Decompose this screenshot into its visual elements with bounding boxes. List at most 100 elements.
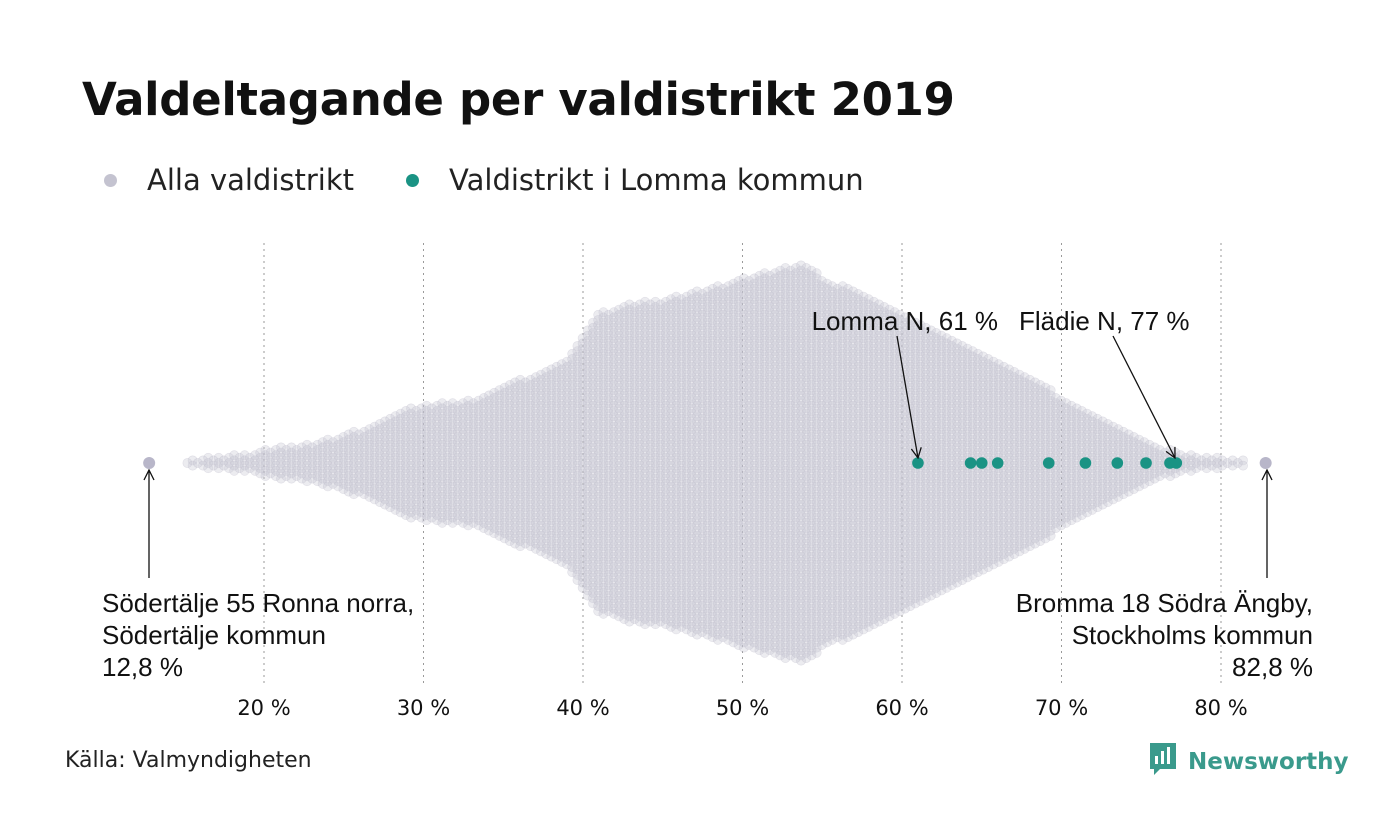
district-point <box>411 484 422 494</box>
district-point <box>385 424 396 435</box>
district-point <box>359 473 370 484</box>
district-point <box>312 460 323 471</box>
district-point <box>203 452 214 463</box>
district-point <box>286 442 297 453</box>
district-point <box>354 455 364 466</box>
district-point <box>343 450 354 461</box>
district-point <box>312 465 323 476</box>
district-point <box>390 421 401 432</box>
district-point <box>364 465 375 476</box>
chart-title: Valdeltagande per valdistrikt 2019 <box>82 73 955 126</box>
district-point <box>400 458 411 468</box>
district-point <box>276 447 286 458</box>
district-point <box>395 434 406 445</box>
district-point <box>322 439 333 450</box>
district-point <box>198 455 208 466</box>
district-point <box>270 460 281 471</box>
district-point <box>359 447 370 458</box>
district-point <box>281 455 292 466</box>
district-point <box>281 445 292 455</box>
district-point <box>390 504 401 515</box>
district-point <box>276 463 286 474</box>
district-point <box>385 445 396 455</box>
district-point <box>229 465 240 476</box>
district-point <box>250 465 260 476</box>
district-point <box>406 471 416 481</box>
district-point <box>380 442 390 453</box>
district-point <box>348 458 359 468</box>
district-point <box>348 473 359 484</box>
district-point <box>400 484 411 494</box>
district-point <box>229 460 240 471</box>
district-point <box>406 502 416 513</box>
district-point <box>380 499 390 510</box>
district-point <box>400 463 411 474</box>
district-point <box>406 445 416 455</box>
district-point <box>333 445 344 455</box>
district-point <box>369 473 380 484</box>
district-point <box>395 455 406 466</box>
district-point <box>198 460 208 471</box>
district-point <box>406 413 416 424</box>
district-point <box>390 484 401 494</box>
district-point <box>333 450 344 461</box>
district-point <box>385 491 396 502</box>
district-point <box>328 452 338 463</box>
district-point <box>348 442 359 453</box>
district-point <box>322 481 333 492</box>
district-point <box>364 486 375 497</box>
district-point <box>322 465 333 476</box>
district-point <box>322 445 333 455</box>
district-point <box>317 468 328 479</box>
district-point <box>364 445 375 455</box>
district-point <box>369 463 380 474</box>
district-point <box>385 419 396 429</box>
district-point <box>400 510 411 520</box>
district-point <box>411 421 422 432</box>
district-point <box>385 502 396 513</box>
district-point <box>343 439 354 450</box>
district-point <box>312 455 323 466</box>
district-point <box>265 468 276 479</box>
district-point <box>270 445 281 455</box>
district-point <box>260 450 271 461</box>
district-point <box>395 491 406 502</box>
district-point <box>265 458 276 468</box>
district-point <box>411 494 422 505</box>
district-point <box>380 426 390 437</box>
district-point <box>302 460 312 471</box>
district-point <box>286 468 297 479</box>
district-point <box>374 476 385 487</box>
district-point <box>291 445 302 455</box>
district-point <box>385 439 396 450</box>
legend-item-lomma-districts: Valdistrikt i Lomma kommun <box>406 163 864 197</box>
district-point <box>385 497 396 507</box>
district-point <box>333 439 344 450</box>
district-point <box>328 442 338 453</box>
district-point <box>218 455 229 466</box>
district-point <box>234 458 245 468</box>
district-point <box>260 455 271 466</box>
district-point <box>296 447 307 458</box>
district-point <box>390 426 401 437</box>
district-point <box>348 432 359 442</box>
district-point <box>364 460 375 471</box>
district-point <box>374 497 385 507</box>
district-point <box>369 432 380 442</box>
district-point <box>333 471 344 481</box>
district-point <box>385 434 396 445</box>
district-point <box>380 468 390 479</box>
district-point <box>270 455 281 466</box>
legend-label-lomma-districts: Valdistrikt i Lomma kommun <box>449 163 864 197</box>
district-point <box>213 463 224 474</box>
district-point <box>400 437 411 448</box>
district-point <box>406 439 416 450</box>
district-point <box>390 468 401 479</box>
district-point <box>265 452 276 463</box>
district-point <box>270 465 281 476</box>
district-point <box>239 460 250 471</box>
district-point <box>354 486 364 497</box>
district-point <box>411 463 422 474</box>
district-point <box>322 476 333 487</box>
